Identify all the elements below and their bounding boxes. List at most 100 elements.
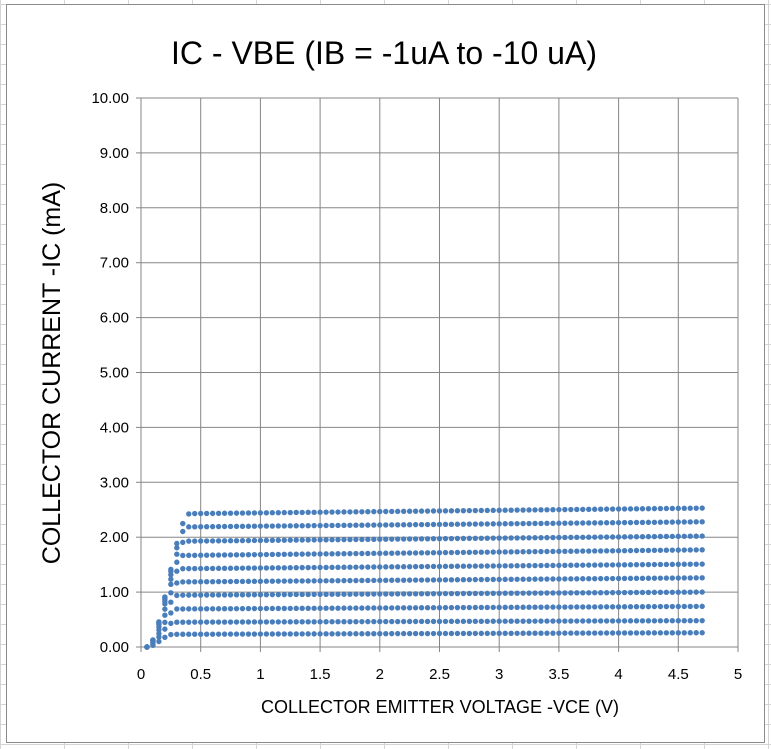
data-point	[448, 577, 455, 583]
data-point	[257, 591, 264, 598]
data-point	[215, 538, 222, 544]
data-point	[221, 552, 228, 558]
data-point	[669, 561, 676, 568]
data-point	[347, 618, 353, 625]
data-point	[532, 618, 538, 624]
data-point	[508, 590, 514, 596]
data-point	[424, 605, 431, 611]
data-point	[586, 534, 592, 540]
data-point	[186, 606, 192, 612]
data-point	[484, 604, 490, 611]
data-point	[669, 505, 676, 512]
data-point	[657, 630, 664, 636]
data-point	[645, 630, 652, 636]
data-point	[299, 551, 305, 557]
data-point	[269, 565, 276, 571]
data-point	[663, 547, 670, 553]
data-point	[221, 510, 228, 516]
data-point	[675, 505, 681, 512]
data-point	[305, 522, 311, 529]
y-tick-label: 4.00	[100, 419, 129, 436]
data-point	[460, 521, 467, 527]
data-point	[472, 521, 479, 527]
data-point	[562, 590, 568, 596]
data-point	[562, 520, 568, 526]
data-point	[687, 630, 693, 636]
data-point	[347, 564, 353, 570]
data-point	[168, 599, 174, 605]
data-point	[645, 589, 652, 596]
data-point	[400, 522, 407, 528]
data-point	[251, 523, 258, 529]
data-point	[418, 605, 425, 611]
data-point	[669, 533, 676, 540]
data-point	[568, 618, 574, 624]
data-point	[448, 549, 455, 556]
data-point	[317, 631, 323, 637]
data-point	[603, 534, 610, 540]
data-point	[299, 537, 305, 543]
data-point	[520, 520, 526, 527]
data-point	[460, 630, 467, 637]
data-point	[687, 589, 693, 595]
data-point	[335, 522, 341, 529]
data-point	[609, 520, 616, 526]
data-point	[198, 510, 204, 517]
data-point	[454, 577, 461, 583]
data-point	[574, 520, 580, 526]
data-point	[269, 578, 276, 584]
data-point	[377, 591, 383, 597]
data-point	[389, 630, 395, 637]
data-point	[395, 508, 401, 515]
data-point	[168, 590, 174, 596]
data-point	[359, 522, 365, 528]
data-point	[347, 522, 353, 528]
data-point	[311, 605, 317, 611]
data-point	[568, 604, 574, 610]
data-point	[627, 575, 634, 582]
data-point	[508, 630, 514, 636]
data-point	[580, 506, 586, 513]
data-point	[418, 521, 425, 528]
data-point	[424, 563, 431, 570]
data-point	[389, 564, 395, 570]
data-point	[383, 618, 389, 625]
y-tick-label: 6.00	[100, 310, 129, 327]
data-point	[639, 519, 646, 526]
data-point	[311, 537, 317, 543]
data-point	[597, 589, 604, 596]
data-point	[538, 507, 544, 513]
data-point	[675, 561, 681, 568]
data-point	[645, 575, 652, 581]
data-point	[460, 590, 467, 597]
data-point	[538, 534, 544, 541]
data-point	[329, 619, 335, 625]
data-point	[514, 520, 520, 527]
data-point	[562, 548, 568, 555]
data-point	[568, 630, 574, 636]
data-point	[424, 536, 431, 542]
data-point	[645, 618, 652, 624]
data-point	[699, 547, 705, 553]
data-point	[669, 575, 676, 581]
data-point	[275, 509, 282, 516]
data-point	[186, 579, 192, 585]
data-point	[568, 548, 574, 554]
data-point	[639, 506, 646, 512]
data-point	[209, 631, 216, 637]
data-point	[574, 548, 580, 554]
data-point	[657, 589, 664, 596]
data-point	[657, 603, 664, 610]
data-point	[448, 604, 455, 611]
data-point	[180, 528, 186, 535]
data-point	[275, 537, 282, 543]
data-point	[478, 563, 484, 569]
data-point	[568, 590, 574, 596]
data-point	[335, 605, 341, 611]
data-point	[317, 605, 323, 611]
data-point	[162, 612, 168, 618]
data-point	[269, 510, 276, 516]
data-point	[502, 630, 508, 637]
data-point	[263, 578, 270, 584]
data-point	[239, 619, 246, 625]
